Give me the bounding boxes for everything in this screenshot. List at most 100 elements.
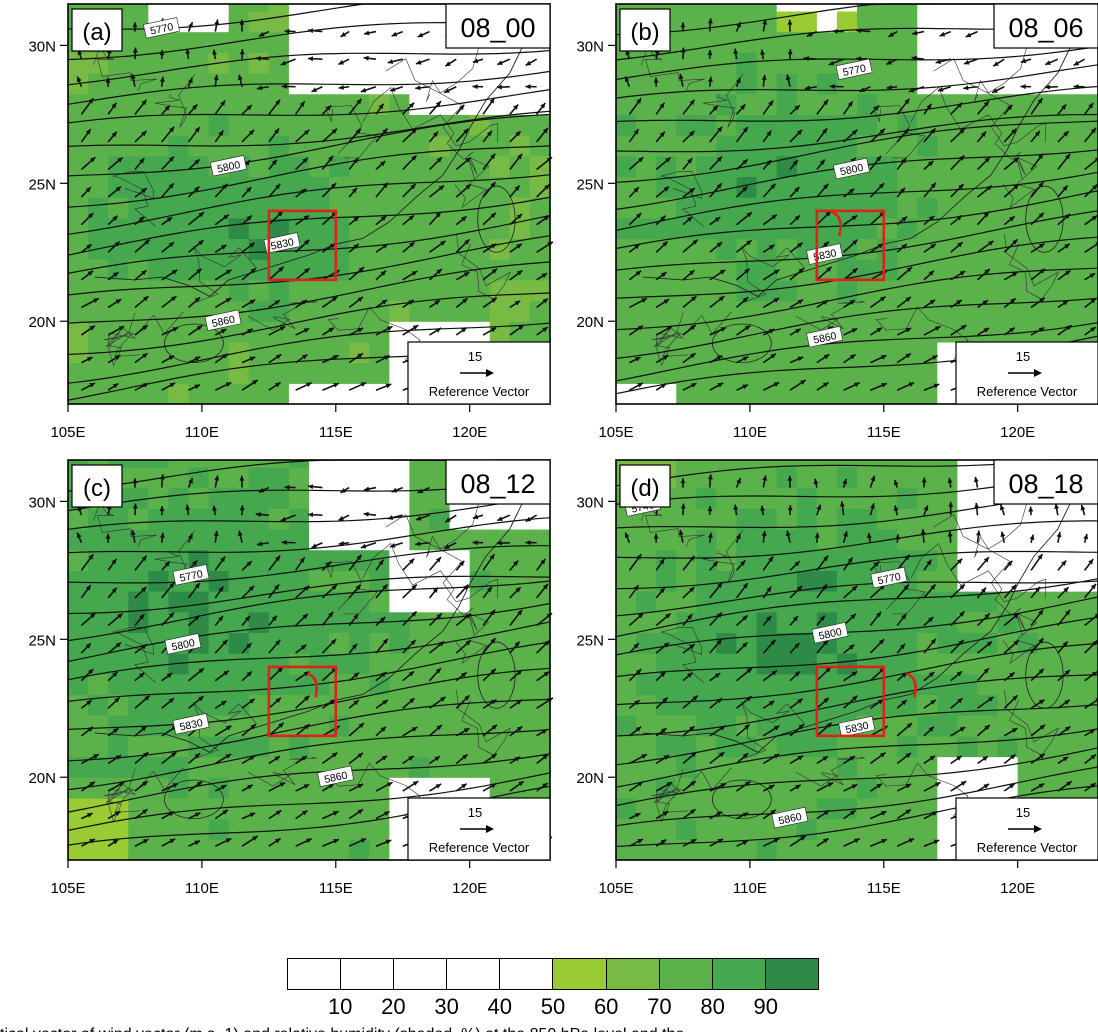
humidity-cell bbox=[249, 4, 270, 11]
panel-letter-text: (a) bbox=[82, 19, 111, 46]
humidity-cell bbox=[329, 218, 350, 239]
humidity-cell bbox=[978, 321, 999, 342]
y-tick-label: 30N bbox=[28, 38, 56, 55]
humidity-cell bbox=[757, 612, 778, 633]
humidity-cell bbox=[148, 114, 169, 135]
humidity-cell bbox=[616, 550, 637, 571]
humidity-cell bbox=[857, 653, 878, 674]
humidity-cell bbox=[148, 4, 169, 11]
panel-time: 08_12 bbox=[446, 460, 550, 504]
humidity-cell bbox=[409, 4, 430, 11]
humidity-cell bbox=[937, 4, 958, 11]
humidity-cell bbox=[737, 798, 758, 819]
humidity-cell bbox=[937, 280, 958, 301]
humidity-cell bbox=[797, 73, 818, 94]
humidity-cell bbox=[470, 135, 491, 156]
humidity-cell bbox=[696, 570, 717, 591]
humidity-cell bbox=[209, 94, 230, 115]
map-b: 5770580058305860(b) 08_0615Reference Vect… bbox=[548, 0, 1098, 450]
humidity-cell bbox=[128, 550, 149, 571]
humidity-cell bbox=[309, 156, 330, 177]
humidity-cell bbox=[797, 467, 818, 488]
humidity-cell bbox=[636, 591, 657, 612]
humidity-cell bbox=[837, 11, 858, 32]
colorbar-label: 70 bbox=[647, 994, 671, 1020]
humidity-cell bbox=[797, 694, 818, 715]
humidity-cell bbox=[229, 94, 250, 115]
humidity-cell bbox=[897, 819, 918, 840]
humidity-cell bbox=[249, 467, 270, 488]
humidity-cell bbox=[636, 342, 657, 363]
humidity-cell bbox=[108, 321, 129, 342]
humidity-cell bbox=[716, 94, 737, 115]
humidity-cell bbox=[1078, 736, 1098, 757]
humidity-cell bbox=[837, 736, 858, 757]
map-c: 5770580058305860(c) 08_1215Reference Vect… bbox=[0, 456, 550, 906]
humidity-cell bbox=[510, 529, 531, 550]
humidity-cell bbox=[148, 550, 169, 571]
humidity-cell bbox=[696, 32, 717, 53]
humidity-cell bbox=[1078, 73, 1098, 94]
humidity-cell bbox=[329, 674, 350, 695]
humidity-cell bbox=[189, 819, 210, 840]
humidity-cell bbox=[128, 4, 149, 11]
humidity-cell bbox=[616, 52, 637, 73]
humidity-cell bbox=[349, 460, 370, 467]
humidity-cell bbox=[309, 52, 330, 73]
humidity-cell bbox=[309, 94, 330, 115]
humidity-cell bbox=[1078, 301, 1098, 322]
humidity-cell bbox=[168, 488, 189, 509]
humidity-cell bbox=[737, 218, 758, 239]
humidity-cell bbox=[108, 839, 129, 860]
humidity-cell bbox=[696, 114, 717, 135]
humidity-cell bbox=[857, 94, 878, 115]
humidity-cell bbox=[676, 467, 697, 488]
humidity-cell bbox=[797, 197, 818, 218]
humidity-cell bbox=[696, 467, 717, 488]
colorbar-label: 20 bbox=[381, 994, 405, 1020]
humidity-cell bbox=[189, 529, 210, 550]
humidity-cell bbox=[269, 467, 290, 488]
humidity-cell bbox=[108, 757, 129, 778]
humidity-cell bbox=[168, 218, 189, 239]
humidity-cell bbox=[737, 460, 758, 467]
humidity-cell bbox=[998, 653, 1019, 674]
humidity-cell bbox=[737, 529, 758, 550]
humidity-cell bbox=[937, 197, 958, 218]
humidity-cell bbox=[937, 632, 958, 653]
humidity-cell bbox=[696, 591, 717, 612]
humidity-cell bbox=[108, 550, 129, 571]
humidity-cell bbox=[108, 363, 129, 384]
humidity-cell bbox=[168, 94, 189, 115]
humidity-cell bbox=[209, 819, 230, 840]
humidity-cell bbox=[108, 529, 129, 550]
humidity-cell bbox=[189, 4, 210, 11]
humidity-cell bbox=[409, 11, 430, 32]
humidity-cell bbox=[837, 383, 858, 404]
humidity-cell bbox=[269, 11, 290, 32]
humidity-cell bbox=[777, 383, 798, 404]
humidity-cell bbox=[877, 32, 898, 53]
humidity-cell bbox=[369, 280, 390, 301]
humidity-cell bbox=[470, 736, 491, 757]
humidity-cell bbox=[289, 4, 310, 11]
humidity-cell bbox=[616, 301, 637, 322]
humidity-cell bbox=[128, 488, 149, 509]
humidity-cell bbox=[777, 94, 798, 115]
humidity-cell bbox=[777, 4, 798, 11]
humidity-cell bbox=[329, 342, 350, 363]
humidity-cell bbox=[349, 529, 370, 550]
humidity-cell bbox=[88, 819, 109, 840]
humidity-cell bbox=[817, 839, 838, 860]
humidity-cell bbox=[269, 301, 290, 322]
humidity-cell bbox=[229, 508, 250, 529]
humidity-cell bbox=[937, 383, 958, 404]
humidity-cell bbox=[490, 238, 511, 259]
humidity-cell bbox=[737, 197, 758, 218]
x-tick-label: 105E bbox=[50, 880, 85, 897]
humidity-cell bbox=[289, 467, 310, 488]
x-tick-label: 110E bbox=[185, 424, 219, 441]
humidity-cell bbox=[937, 839, 958, 860]
humidity-cell bbox=[168, 550, 189, 571]
humidity-cell bbox=[249, 11, 270, 32]
